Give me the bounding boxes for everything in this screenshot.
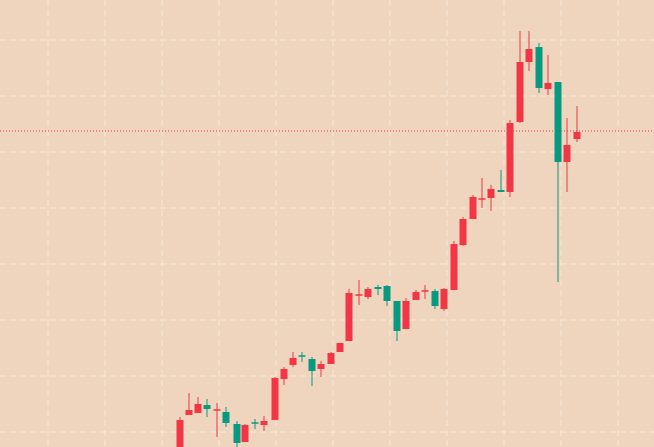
candle-body: [413, 292, 420, 300]
candle: [441, 288, 448, 311]
candle-body: [281, 369, 288, 379]
candle-body: [479, 198, 486, 200]
candle-body: [223, 412, 230, 423]
candle-body: [328, 353, 335, 364]
candle: [536, 43, 543, 93]
candle-body: [441, 289, 448, 309]
candle-body: [214, 409, 221, 411]
candle-body: [460, 219, 467, 245]
candle: [470, 195, 477, 219]
candle: [337, 343, 344, 352]
candle: [488, 185, 495, 211]
candle: [394, 301, 401, 341]
candle-body: [384, 286, 391, 301]
candle-body: [507, 123, 514, 192]
candle: [234, 421, 241, 447]
candle-body: [234, 424, 241, 443]
candle-body: [432, 291, 439, 306]
candle: [242, 424, 249, 442]
candle-body: [356, 294, 363, 296]
candle: [422, 285, 429, 299]
candle-body: [337, 343, 344, 352]
candle: [290, 352, 297, 367]
candle: [384, 285, 391, 306]
candle: [186, 393, 193, 415]
candle: [318, 361, 325, 377]
candle: [479, 178, 486, 208]
candle-body: [488, 189, 495, 198]
candle-body: [564, 145, 571, 162]
candle: [413, 290, 420, 300]
candle: [281, 367, 288, 385]
candle-body: [498, 190, 505, 192]
candle: [574, 106, 581, 142]
candle: [204, 399, 211, 417]
candle-body: [186, 410, 193, 415]
candle: [223, 407, 230, 427]
candle: [375, 285, 382, 295]
candle-body: [290, 358, 297, 365]
candle-body: [536, 47, 543, 88]
candle: [451, 241, 458, 290]
candle-body: [470, 197, 477, 219]
candle: [356, 280, 363, 305]
candle: [460, 217, 467, 246]
candle: [432, 289, 439, 309]
candle-body: [545, 83, 552, 89]
candle: [498, 170, 505, 192]
candle-body: [526, 49, 533, 62]
candle-body: [574, 132, 581, 139]
candle: [309, 357, 316, 386]
candle-body: [261, 421, 268, 425]
candles: [177, 31, 581, 447]
candle: [299, 352, 306, 362]
candle-body: [375, 287, 382, 289]
candle: [328, 352, 335, 364]
candle: [272, 377, 279, 420]
candle: [517, 31, 524, 123]
candle-body: [422, 290, 429, 292]
candle-body: [517, 62, 524, 122]
candle: [252, 419, 259, 429]
candle: [564, 118, 571, 192]
candle-body: [272, 378, 279, 420]
candle: [507, 120, 514, 197]
candle: [545, 55, 552, 95]
candle-body: [451, 244, 458, 290]
candle-body: [365, 289, 372, 297]
candle-body: [204, 405, 211, 409]
candle: [365, 287, 372, 299]
candle-body: [177, 420, 184, 447]
candle-body: [195, 404, 202, 413]
candle-body: [242, 425, 249, 442]
candle-body: [318, 364, 325, 369]
candle: [177, 417, 184, 447]
candle-body: [299, 355, 306, 357]
candle-body: [252, 422, 259, 424]
candle-body: [394, 301, 401, 331]
candle-body: [403, 301, 410, 329]
candle: [555, 82, 562, 282]
candle-body: [309, 359, 316, 371]
candle-body: [346, 293, 353, 341]
candle: [261, 416, 268, 431]
candle: [346, 289, 353, 341]
candle: [403, 298, 410, 329]
candle-body: [555, 82, 562, 162]
candle: [195, 397, 202, 413]
candle: [526, 31, 533, 71]
